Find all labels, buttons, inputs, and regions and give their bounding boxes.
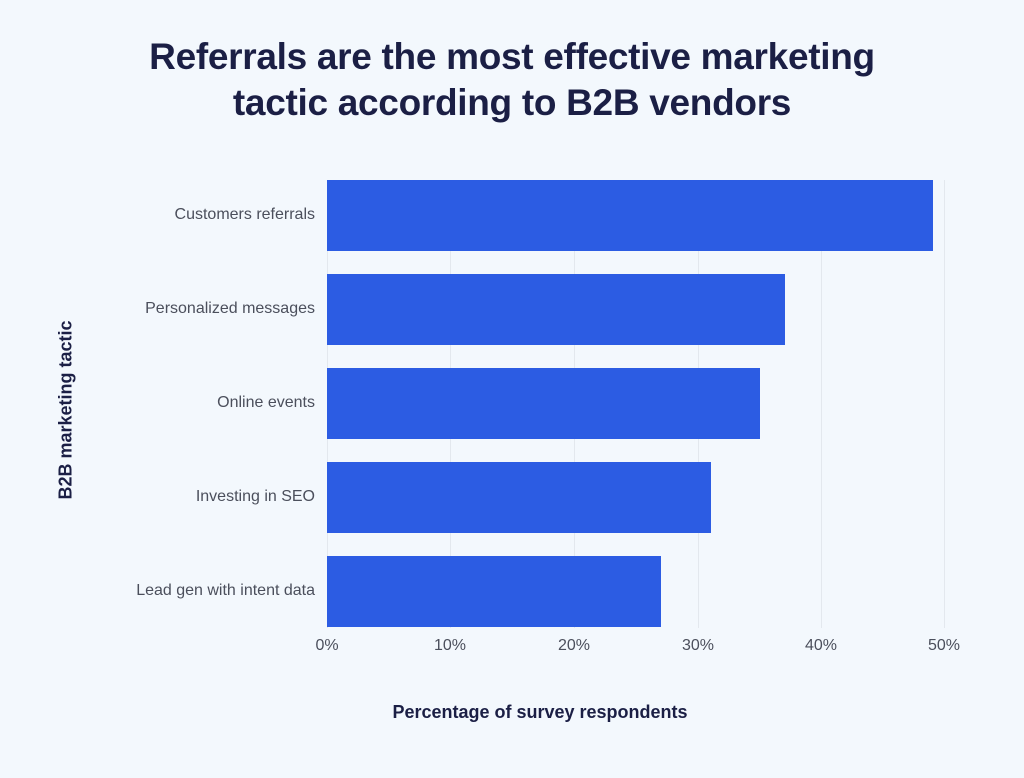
x-tick: 50% [927,637,961,654]
title-line-1: Referrals are the most effective marketi… [149,36,875,77]
chart-title: Referrals are the most effective marketi… [0,34,1024,126]
x-tick: 20% [557,637,591,654]
gridline [944,180,945,628]
plot-area [327,180,945,628]
category-label: Investing in SEO [195,488,315,505]
category-label: Online events [217,394,315,411]
x-tick: 10% [433,637,467,654]
bar-investing-in-seo [327,462,711,533]
title-line-2: tactic according to B2B vendors [232,82,792,123]
gridline [821,180,822,628]
x-axis-label: Percentage of survey respondents [392,702,688,722]
x-tick: 40% [804,637,838,654]
category-label: Personalized messages [145,300,315,317]
bar-online-events [327,368,760,439]
x-tick: 0% [315,637,339,654]
bar-lead-gen [327,556,661,627]
x-tick: 30% [681,637,715,654]
category-label: Customers referrals [174,206,315,223]
bar-personalized-messages [327,274,785,345]
category-label: Lead gen with intent data [136,582,315,599]
bar-customers-referrals [327,180,933,251]
